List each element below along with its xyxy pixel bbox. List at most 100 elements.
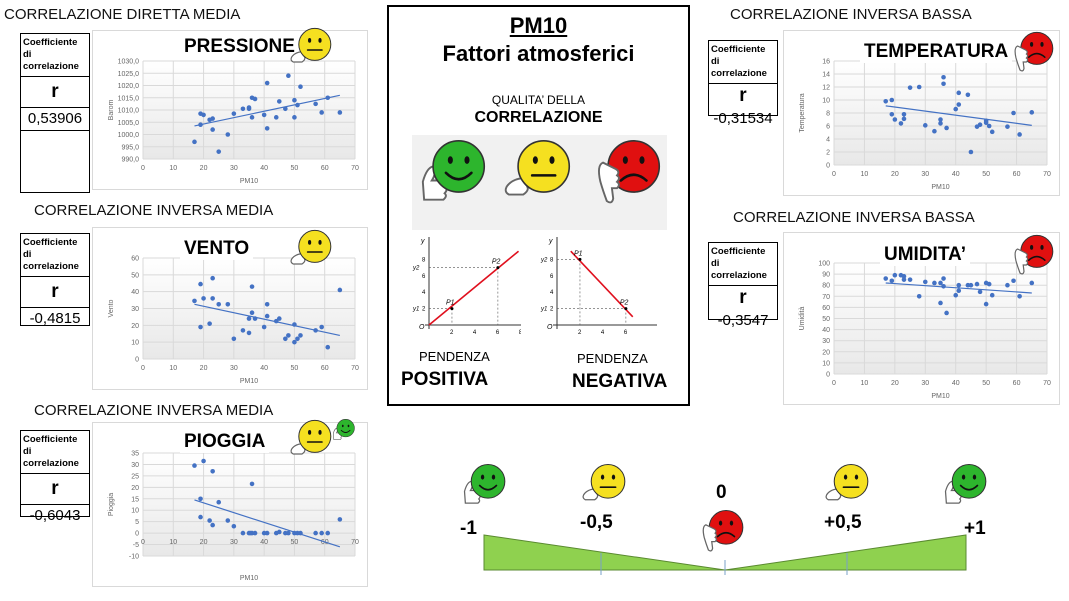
mouth — [1028, 255, 1046, 261]
data-point — [977, 289, 983, 295]
right-eye — [729, 520, 734, 526]
data-point — [286, 73, 291, 78]
left-eye — [308, 240, 312, 245]
x-tick-label: 70 — [1043, 380, 1051, 387]
data-point — [922, 123, 928, 128]
trendline — [194, 94, 340, 127]
section-header-pioggia: CORRELAZIONE INVERSA MEDIA — [34, 402, 274, 419]
y-tick-label: 30 — [131, 306, 139, 313]
section-header-umidita: CORRELAZIONE INVERSA BASSA — [733, 209, 975, 226]
data-point — [198, 122, 203, 127]
data-point — [210, 522, 215, 528]
y-tick-label: 10 — [822, 360, 830, 367]
sad-face-icon — [1012, 30, 1056, 79]
chart-title-pioggia: PIOGGIA — [180, 431, 270, 453]
scale-label-zero: 0 — [716, 482, 727, 503]
y-tick-label: 20 — [131, 323, 139, 330]
neutral-hand-icon — [504, 137, 574, 212]
y-tick-label: 16 — [822, 59, 830, 66]
x-axis-title: PM10 — [240, 575, 258, 582]
data-point — [192, 463, 197, 468]
data-point — [956, 90, 962, 96]
x-tick-label: 60 — [321, 539, 329, 546]
data-point — [246, 106, 252, 112]
coefficient-box-temperatura: Coefficiente di correlazione r -0,31534 — [708, 40, 778, 127]
y-tick-label: 1005,0 — [118, 120, 140, 127]
sad-face-svg — [1014, 31, 1054, 72]
y-axis-title: Temperatura — [799, 93, 806, 132]
data-point — [986, 123, 992, 129]
data-point — [252, 316, 258, 321]
point-label: P1 — [574, 250, 583, 257]
x-tick-label: 70 — [351, 165, 359, 172]
happy-face-svg — [944, 463, 987, 504]
point-marker — [496, 266, 500, 270]
neutral-face-svg — [825, 463, 869, 501]
sad-face-svg — [1014, 234, 1054, 275]
data-point — [249, 481, 255, 487]
face-circle — [470, 463, 506, 499]
data-point — [292, 339, 297, 345]
face-circle — [517, 140, 571, 193]
x-tick-label: 2 — [450, 330, 454, 335]
mouth — [1028, 52, 1046, 58]
coefficient-label: Coefficiente di correlazione — [709, 41, 777, 84]
mouth — [716, 531, 736, 538]
data-point — [231, 336, 237, 342]
mouth — [444, 171, 473, 181]
scatter-chart: 0 10 20 30 40 50 60 70 0 2 4 6 8 10 12 14 16 PM10 Temperat… — [799, 59, 1051, 192]
data-point — [207, 321, 212, 326]
y-tick-label: 60 — [131, 256, 139, 263]
data-point — [273, 318, 279, 324]
neutral-face-svg — [290, 229, 332, 265]
data-point — [295, 102, 300, 108]
left-eye — [341, 424, 344, 428]
coefficient-label: Coefficiente di correlazione — [709, 243, 777, 286]
data-point — [1029, 280, 1035, 286]
y-tick-label: 0 — [135, 357, 139, 364]
scale-label-plus-one: +1 — [964, 518, 986, 539]
chart-panel-vento: 0 10 20 30 40 50 60 70 0 10 20 30 40 50 60 PM10 Vento — [92, 227, 368, 390]
data-point — [901, 116, 907, 122]
x-tick-label: 40 — [260, 365, 268, 372]
data-point — [225, 132, 231, 137]
y-tick-label: -10 — [129, 554, 139, 561]
data-point — [295, 336, 300, 342]
x-tick-label: 40 — [952, 171, 960, 178]
data-point — [953, 106, 959, 112]
data-point — [210, 296, 215, 301]
data-point — [956, 282, 962, 288]
scatter-chart: 0 10 20 30 40 50 60 70 0 10 20 30 40 50 60 70 80 90 100 PM1… — [799, 261, 1051, 401]
data-point — [240, 328, 246, 333]
data-point — [916, 294, 922, 299]
r-label: r — [739, 85, 747, 106]
x-tick-label: 0 — [832, 380, 836, 387]
data-point — [916, 84, 922, 90]
data-point — [313, 101, 318, 107]
thumb-down-icon — [1014, 248, 1029, 275]
right-eye — [318, 38, 322, 43]
y-tick-label: 10 — [131, 508, 139, 515]
data-point — [207, 518, 212, 523]
y-tick-label: 0 — [826, 372, 830, 379]
y-axis-label: y — [420, 238, 425, 245]
quality-label-line1: QUALITA’ DELLA — [491, 93, 586, 107]
happy-face-svg — [332, 419, 355, 440]
data-point — [883, 99, 889, 104]
data-point — [216, 149, 222, 154]
data-point — [889, 112, 895, 117]
x-tick-label: 20 — [200, 539, 208, 546]
mouth — [619, 173, 648, 182]
data-point — [276, 316, 282, 321]
coefficient-box-pressione: Coefficiente di correlazione r 0,53906 — [20, 33, 90, 193]
negative-slope-graph: xyO2462468x1y2x2y1P1P2 — [540, 237, 657, 335]
scale-label-minus-half: -0,5 — [580, 512, 613, 533]
happy-face-svg — [463, 463, 506, 504]
y-tick-label: 14 — [822, 72, 830, 79]
x-tick-label: 10 — [861, 171, 869, 178]
x-tick-label: 10 — [169, 165, 177, 172]
data-point — [225, 518, 231, 523]
trendline — [194, 499, 341, 548]
x-tick-label: 0 — [141, 539, 145, 546]
point-marker — [450, 307, 454, 311]
